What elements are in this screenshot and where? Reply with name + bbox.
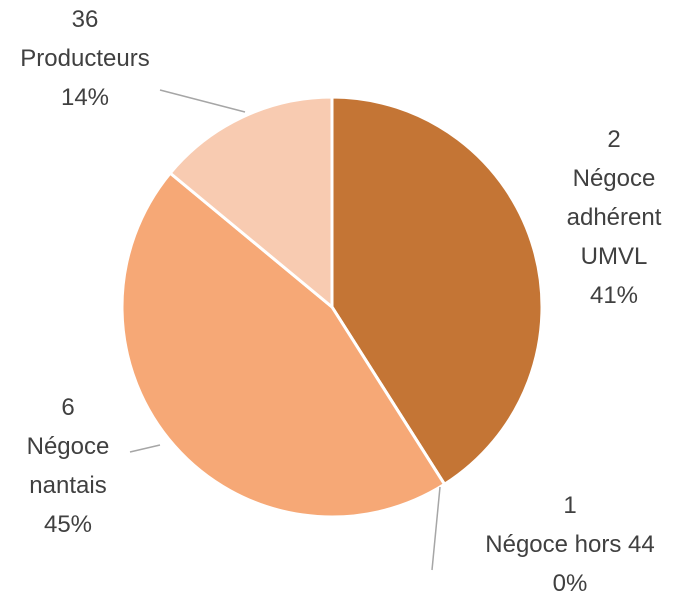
slice bbox=[120, 171, 447, 519]
leader-line bbox=[159, 89, 246, 113]
percent: 14% bbox=[60, 84, 110, 111]
category: Négoce nantais bbox=[26, 433, 110, 499]
percent: 0% bbox=[552, 570, 588, 597]
category: Négoce hors 44 bbox=[485, 531, 655, 558]
data-label: 6 Négoce nantais 45% bbox=[8, 388, 128, 544]
count: 2 bbox=[607, 126, 621, 153]
percent: 41% bbox=[589, 282, 639, 309]
count: 36 bbox=[71, 6, 99, 33]
count: 6 bbox=[61, 394, 75, 421]
data-label: 1 Négoce hors 44 0% bbox=[460, 486, 674, 598]
leader-line bbox=[431, 486, 441, 571]
percent: 45% bbox=[43, 511, 93, 538]
data-label: 36 Producteurs 14% bbox=[0, 0, 170, 117]
data-label: 2 Négoce adhérent UMVL 41% bbox=[534, 120, 674, 315]
slice bbox=[168, 95, 334, 309]
slices bbox=[120, 95, 544, 519]
leader-line bbox=[129, 444, 161, 453]
category: Négoce adhérent UMVL bbox=[566, 165, 662, 270]
count: 1 bbox=[563, 492, 577, 519]
category: Producteurs bbox=[20, 45, 150, 72]
